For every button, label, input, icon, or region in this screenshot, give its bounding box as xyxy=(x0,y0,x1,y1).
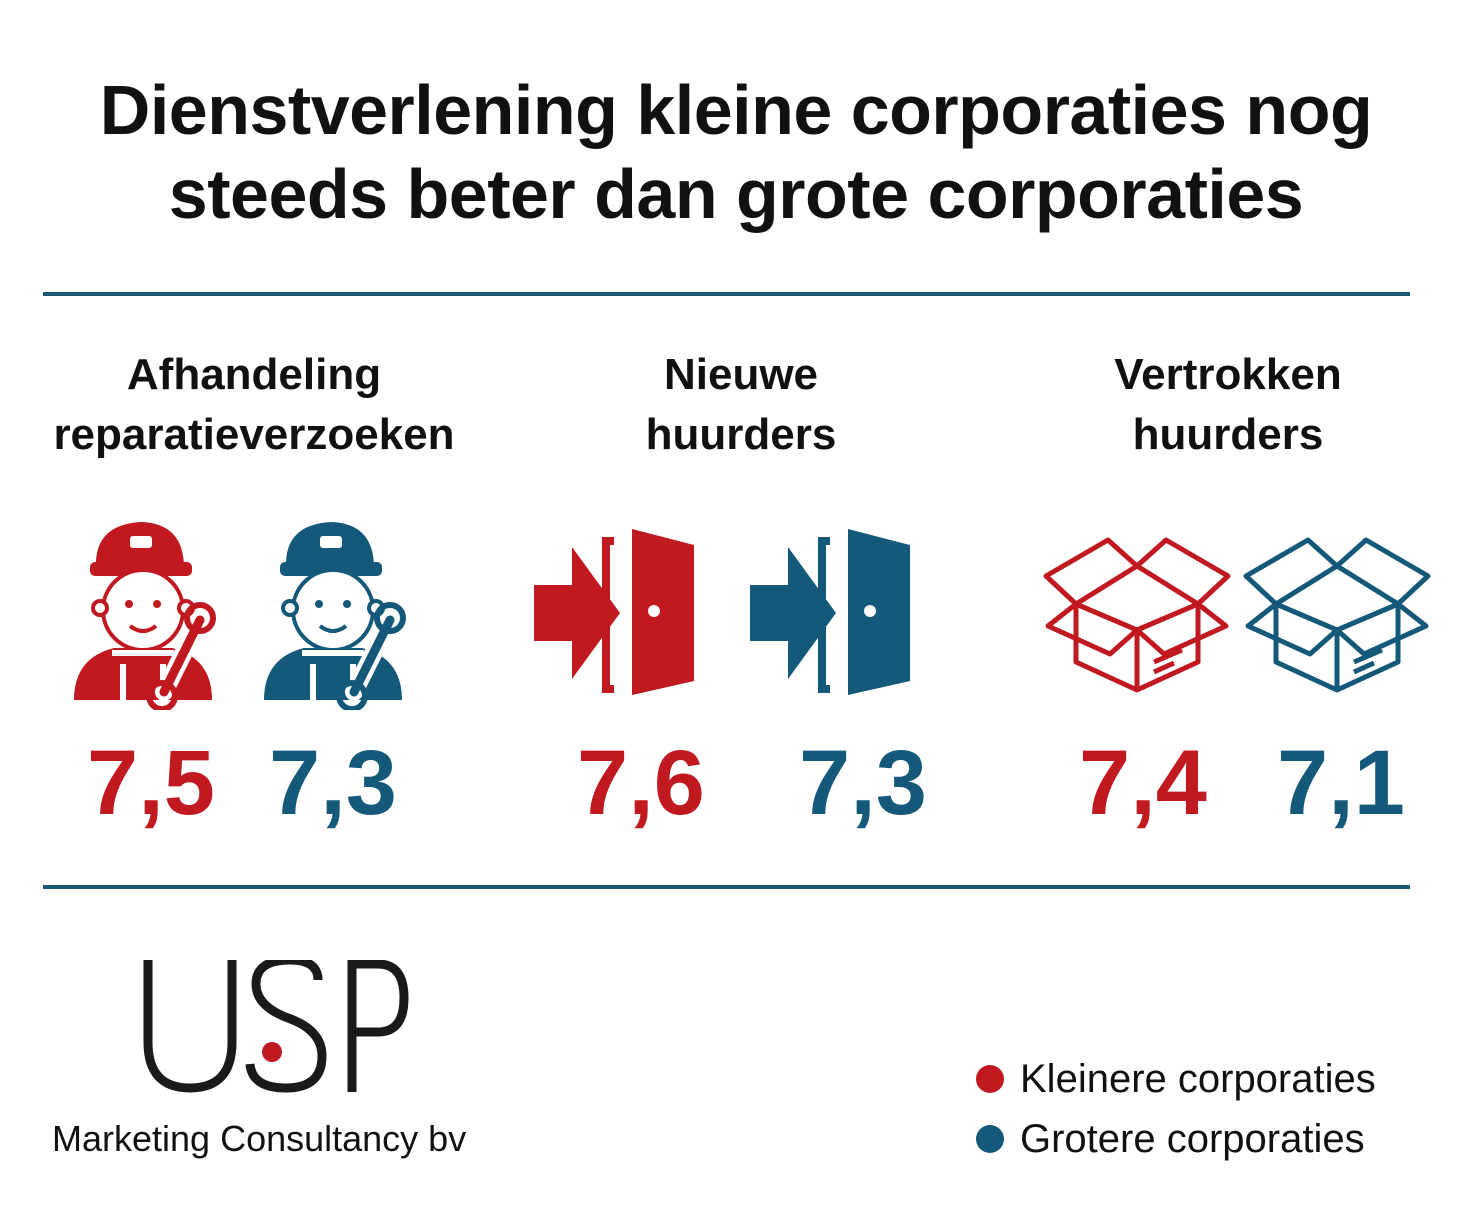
group-title-repairs: Afhandeling reparatieverzoeken xyxy=(24,345,484,465)
value-large-repairs: 7,3 xyxy=(269,732,397,834)
value-large-departed-tenants: 7,1 xyxy=(1277,732,1405,834)
open-box-icon xyxy=(1043,537,1231,693)
legend-label: Grotere corporaties xyxy=(1020,1116,1365,1161)
blue-dot-icon xyxy=(976,1125,1004,1153)
top-divider xyxy=(43,292,1410,296)
value-small-departed-tenants: 7,4 xyxy=(1079,732,1207,834)
legend-item-large: Grotere corporaties xyxy=(976,1114,1365,1164)
legend-label: Kleinere corporaties xyxy=(1020,1056,1376,1101)
group-title-line: huurders xyxy=(645,410,837,459)
bottom-divider xyxy=(43,885,1410,889)
legend-item-small: Kleinere corporaties xyxy=(976,1054,1376,1104)
door-enter-icon xyxy=(534,529,694,695)
group-title-line: reparatieverzoeken xyxy=(53,410,455,459)
value-large-new-tenants: 7,3 xyxy=(799,732,927,834)
value-small-repairs: 7,5 xyxy=(87,732,215,834)
repairman-icon xyxy=(264,522,406,710)
repairman-icon xyxy=(74,522,216,710)
group-title-line: huurders xyxy=(1132,410,1324,459)
logo-subtitle: Marketing Consultancy bv xyxy=(52,1118,467,1159)
group-title-line: Afhandeling xyxy=(126,350,382,399)
value-small-new-tenants: 7,6 xyxy=(577,732,705,834)
group-title-line: Vertrokken xyxy=(1114,350,1342,399)
group-title-departed-tenants: Vertrokken huurders xyxy=(998,345,1458,465)
title-line-1: Dienstverlening kleine corporaties nog xyxy=(99,71,1373,149)
usp-logo xyxy=(143,960,409,1093)
page-title: Dienstverlening kleine corporaties nog s… xyxy=(0,68,1472,236)
group-title-line: Nieuwe xyxy=(663,350,819,399)
door-enter-icon xyxy=(750,529,910,695)
group-title-new-tenants: Nieuwe huurders xyxy=(511,345,971,465)
red-dot-icon xyxy=(976,1065,1004,1093)
title-line-2: steeds beter dan grote corporaties xyxy=(168,155,1304,233)
open-box-icon xyxy=(1243,537,1431,693)
